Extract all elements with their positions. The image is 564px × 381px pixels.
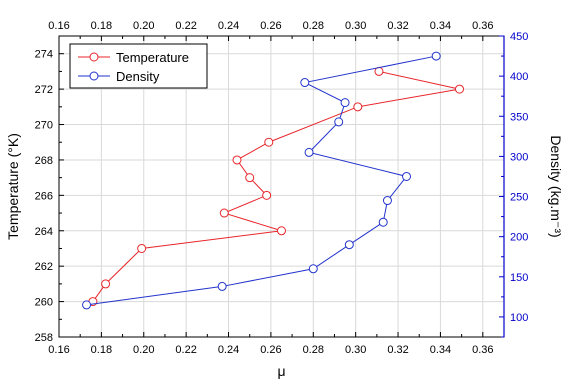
x-tick-label-bottom: 0.24 xyxy=(218,344,239,356)
density-legend-label: Density xyxy=(116,69,160,84)
x-tick-label-bottom: 0.34 xyxy=(430,344,451,356)
density-data-point xyxy=(82,300,92,310)
x-tick-label-top: 0.18 xyxy=(91,20,112,32)
series-layer xyxy=(82,51,464,310)
temperature-series-line xyxy=(92,70,460,302)
x-axis-title: μ xyxy=(277,363,285,379)
temperature-data-point xyxy=(264,137,274,147)
y-right-tick-label: 200 xyxy=(510,232,528,244)
x-tick-label-top: 0.32 xyxy=(387,20,408,32)
x-tick-label-bottom: 0.32 xyxy=(387,344,408,356)
y-left-axis-title: Temperature (°K) xyxy=(5,133,21,240)
x-tick-label-top: 0.28 xyxy=(303,20,324,32)
density-data-point xyxy=(431,51,441,61)
temperature-data-point xyxy=(219,208,229,218)
x-tick-label-top: 0.30 xyxy=(345,20,366,32)
density-data-point xyxy=(300,78,310,88)
y-left-tick-label: 258 xyxy=(35,332,53,344)
y-left-tick-label: 272 xyxy=(35,84,53,96)
temperature-data-point xyxy=(137,243,147,253)
temperature-data-point xyxy=(455,84,464,94)
y-right-tick-label: 150 xyxy=(510,272,528,284)
y-left-tick-label: 260 xyxy=(35,297,53,309)
x-tick-label-bottom: 0.22 xyxy=(175,344,196,356)
axis-ticks xyxy=(58,35,505,338)
density-data-point xyxy=(334,117,344,127)
x-tick-label-bottom: 0.26 xyxy=(260,344,281,356)
temperature-data-point xyxy=(277,226,286,236)
temperature-data-point xyxy=(353,102,363,112)
y-right-tick-label: 350 xyxy=(510,111,528,123)
y-left-tick-label: 264 xyxy=(35,226,53,238)
x-tick-label-bottom: 0.16 xyxy=(48,344,69,356)
x-tick-label-top: 0.22 xyxy=(175,20,196,32)
temperature-data-point xyxy=(245,173,255,183)
density-data-point xyxy=(340,98,350,108)
y-right-tick-label: 300 xyxy=(510,151,528,163)
density-data-point xyxy=(344,240,354,250)
y-left-tick-label: 266 xyxy=(35,190,53,202)
axis-tick-labels: 0.16 0.16 0.18 0.18 0.20 0.20 0.22 0.22 0.24 0.24… xyxy=(35,20,529,356)
y-left-tick-label: 274 xyxy=(35,49,53,61)
x-tick-label-top: 0.16 xyxy=(48,20,69,32)
legend: Temperature Density xyxy=(69,43,208,89)
x-tick-label-bottom: 0.18 xyxy=(91,344,112,356)
density-data-point xyxy=(402,171,412,181)
x-tick-label-bottom: 0.20 xyxy=(133,344,154,356)
y-right-tick-label: 100 xyxy=(510,312,528,324)
x-tick-label-top: 0.26 xyxy=(260,20,281,32)
y-right-tick-label: 450 xyxy=(510,31,528,43)
temperature-data-point xyxy=(101,279,111,289)
temperature-legend-label: Temperature xyxy=(116,50,189,65)
temperature-legend-marker xyxy=(89,52,99,62)
x-tick-label-top: 0.20 xyxy=(133,20,154,32)
temperature-data-point xyxy=(232,155,242,165)
y-left-tick-label: 270 xyxy=(35,120,53,132)
x-tick-label-top: 0.36 xyxy=(472,20,493,32)
density-data-point xyxy=(382,196,392,206)
y-right-tick-label: 400 xyxy=(510,71,528,83)
x-tick-label-top: 0.24 xyxy=(218,20,239,32)
y-right-tick-label: 250 xyxy=(510,192,528,204)
density-data-point xyxy=(308,264,318,274)
legend-box xyxy=(69,43,208,89)
density-data-point xyxy=(304,147,314,157)
x-tick-label-bottom: 0.28 xyxy=(303,344,324,356)
y-left-tick-label: 268 xyxy=(35,155,53,167)
density-series-line xyxy=(86,55,437,306)
density-data-point xyxy=(378,217,388,227)
temperature-data-point xyxy=(262,190,272,200)
y-right-axis-title: Density (kg.m⁻³) xyxy=(548,135,564,237)
x-tick-label-bottom: 0.30 xyxy=(345,344,366,356)
y-left-tick-label: 262 xyxy=(35,261,53,273)
density-data-point xyxy=(217,281,227,291)
x-tick-label-bottom: 0.36 xyxy=(472,344,493,356)
x-tick-label-top: 0.34 xyxy=(430,20,451,32)
density-legend-marker xyxy=(89,71,99,81)
